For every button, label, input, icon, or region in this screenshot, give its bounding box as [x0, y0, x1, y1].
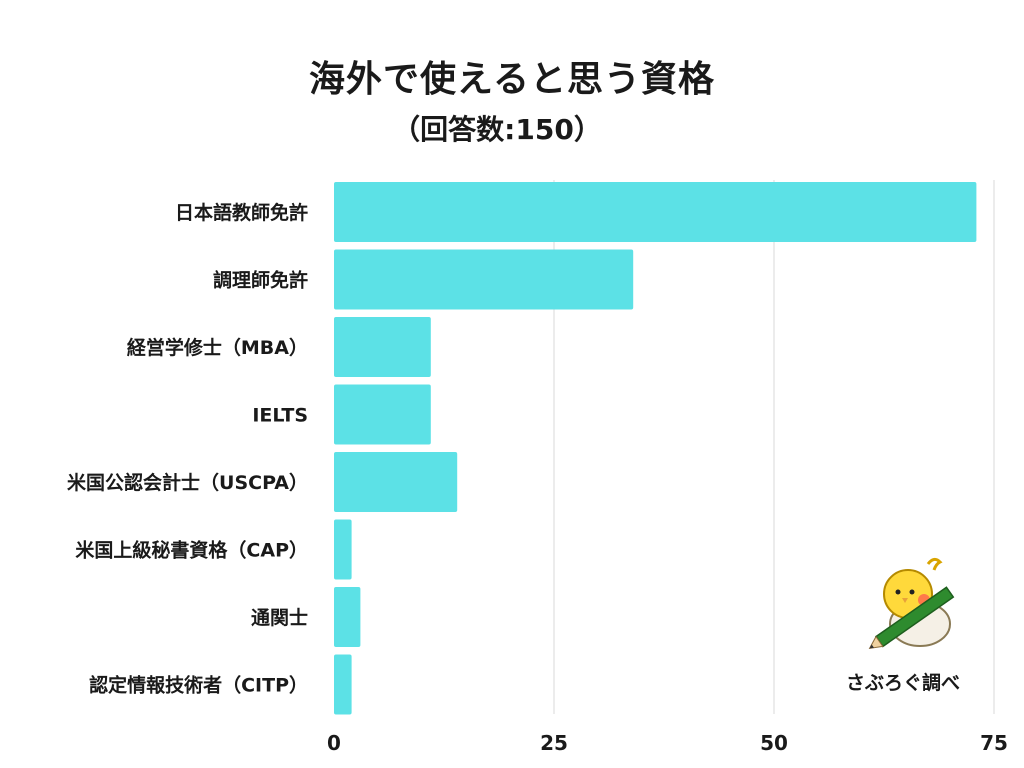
bar [334, 654, 352, 715]
bar [334, 249, 634, 310]
bar [334, 182, 977, 242]
bar [334, 384, 431, 445]
bird-with-pencil-icon [858, 556, 968, 660]
category-label: 米国公認会計士（USCPA） [67, 471, 308, 494]
x-tick-label: 0 [327, 731, 341, 755]
x-tick-label: 25 [540, 731, 568, 755]
category-label: 経営学修士（MBA） [127, 336, 308, 359]
bar [334, 519, 352, 580]
chart-subtitle: （回答数:150） [392, 113, 602, 146]
x-tick-label: 75 [980, 731, 1008, 755]
category-label: 日本語教師免許 [175, 201, 308, 224]
bar [334, 317, 431, 377]
category-label: 認定情報技術者（CITP） [89, 674, 308, 697]
credit-label: さぶろぐ調べ [846, 672, 961, 694]
chart-title: 海外で使えると思う資格 [309, 59, 715, 100]
bar [334, 452, 458, 512]
category-label: 米国上級秘書資格（CAP） [75, 539, 308, 562]
category-label: 調理師免許 [213, 269, 308, 292]
category-label: IELTS [252, 405, 308, 427]
category-label: 通関士 [251, 607, 308, 629]
bar [334, 587, 361, 647]
x-tick-label: 50 [760, 731, 788, 755]
